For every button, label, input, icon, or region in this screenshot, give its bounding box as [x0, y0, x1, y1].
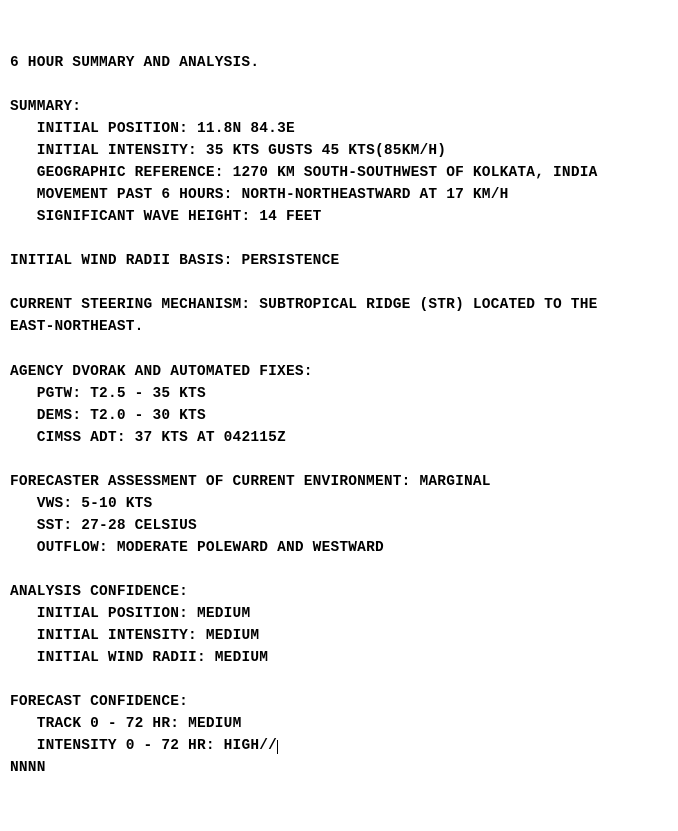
ac-initial-wind-radii-label: INITIAL WIND RADII:: [37, 650, 206, 666]
ac-initial-intensity-value: MEDIUM: [206, 628, 259, 644]
forecaster-env-label: FORECASTER ASSESSMENT OF CURRENT ENVIRON…: [10, 474, 411, 490]
steering-label: CURRENT STEERING MECHANISM:: [10, 297, 250, 313]
fc-intensity-value: HIGH//: [224, 738, 277, 754]
fc-track-label: TRACK 0 - 72 HR:: [37, 716, 179, 732]
steering-value-line2: EAST-NORTHEAST.: [10, 319, 144, 335]
initial-intensity-value: 35 KTS GUSTS 45 KTS(85KM/H): [206, 143, 446, 159]
outflow-value: MODERATE POLEWARD AND WESTWARD: [117, 540, 384, 556]
wind-radii-basis-value: PERSISTENCE: [241, 253, 339, 269]
cimss-adt-label: CIMSS ADT:: [37, 430, 126, 446]
terminator: NNNN: [10, 760, 46, 776]
sst-label: SST:: [37, 518, 73, 534]
initial-position-value: 11.8N 84.3E: [197, 121, 295, 137]
vws-value: 5-10 KTS: [81, 496, 152, 512]
steering-value-line1: SUBTROPICAL RIDGE (STR) LOCATED TO THE: [259, 297, 597, 313]
dems-value: T2.0 - 30 KTS: [90, 408, 206, 424]
geographic-reference-value: 1270 KM SOUTH-SOUTHWEST OF KOLKATA, INDI…: [233, 165, 598, 181]
initial-position-label: INITIAL POSITION:: [37, 121, 188, 137]
pgtw-label: PGTW:: [37, 386, 82, 402]
ac-initial-position-value: MEDIUM: [197, 606, 250, 622]
fc-track-value: MEDIUM: [188, 716, 241, 732]
movement-value: NORTH-NORTHEASTWARD AT 17 KM/H: [241, 187, 508, 203]
sst-value: 27-28 CELSIUS: [81, 518, 197, 534]
forecast-confidence-label: FORECAST CONFIDENCE:: [10, 694, 188, 710]
wind-radii-basis-label: INITIAL WIND RADII BASIS:: [10, 253, 233, 269]
analysis-confidence-label: ANALYSIS CONFIDENCE:: [10, 584, 188, 600]
agency-fixes-label: AGENCY DVORAK AND AUTOMATED FIXES:: [10, 364, 313, 380]
ac-initial-wind-radii-value: MEDIUM: [215, 650, 268, 666]
cimss-adt-value: 37 KTS AT 042115Z: [135, 430, 286, 446]
wave-height-label: SIGNIFICANT WAVE HEIGHT:: [37, 209, 251, 225]
ac-initial-position-label: INITIAL POSITION:: [37, 606, 188, 622]
outflow-label: OUTFLOW:: [37, 540, 108, 556]
initial-intensity-label: INITIAL INTENSITY:: [37, 143, 197, 159]
ac-initial-intensity-label: INITIAL INTENSITY:: [37, 628, 197, 644]
fc-intensity-label: INTENSITY 0 - 72 HR:: [37, 738, 215, 754]
forecaster-env-value: MARGINAL: [419, 474, 490, 490]
geographic-reference-label: GEOGRAPHIC REFERENCE:: [37, 165, 224, 181]
wave-height-value: 14 FEET: [259, 209, 321, 225]
movement-label: MOVEMENT PAST 6 HOURS:: [37, 187, 233, 203]
summary-label: SUMMARY:: [10, 99, 81, 115]
dems-label: DEMS:: [37, 408, 82, 424]
vws-label: VWS:: [37, 496, 73, 512]
heading: 6 HOUR SUMMARY AND ANALYSIS.: [10, 55, 259, 71]
text-cursor: [277, 740, 278, 755]
pgtw-value: T2.5 - 35 KTS: [90, 386, 206, 402]
